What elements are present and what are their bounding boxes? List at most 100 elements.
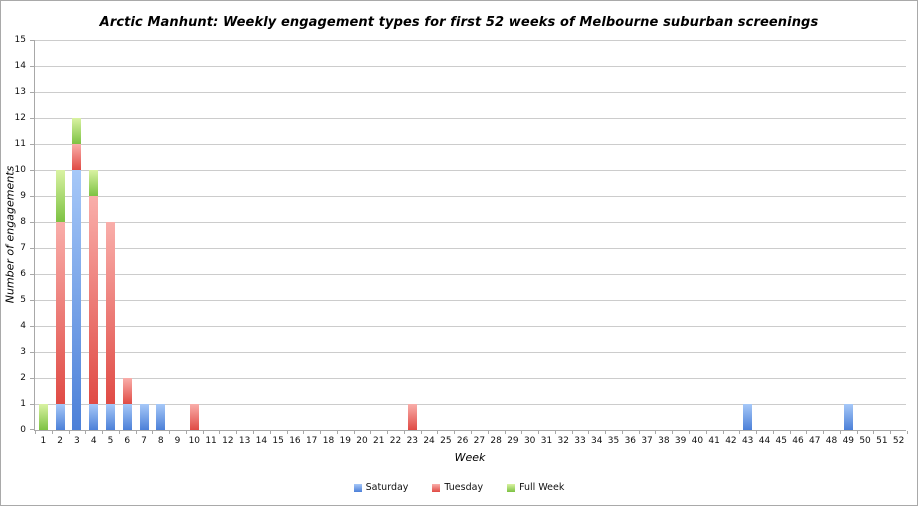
gridline <box>35 222 906 223</box>
x-tick-label: 24 <box>423 436 435 446</box>
x-tick-label: 17 <box>305 436 318 446</box>
x-axis-title: Week <box>454 451 486 464</box>
x-tick-label: 47 <box>809 436 821 446</box>
x-tick-mark <box>152 431 153 434</box>
x-tick-mark <box>739 431 740 434</box>
y-tick-mark <box>30 429 35 430</box>
x-tick-label: 4 <box>90 436 97 446</box>
bar-segment-saturday <box>156 404 166 430</box>
y-tick-mark <box>30 300 35 301</box>
legend-label: Saturday <box>365 482 409 493</box>
y-tick-mark <box>30 92 35 93</box>
y-tick-mark <box>30 352 35 353</box>
x-tick-mark <box>588 431 589 434</box>
x-tick-mark <box>35 431 36 434</box>
y-tick-label: 2 <box>20 373 26 383</box>
x-tick-label: 34 <box>591 436 603 446</box>
x-tick-mark <box>102 431 103 434</box>
bar-segment-tuesday <box>72 144 82 170</box>
x-tick-mark <box>203 431 204 434</box>
gridline <box>35 144 906 145</box>
legend-swatch-icon <box>432 483 441 492</box>
x-tick-mark <box>354 431 355 434</box>
x-tick-label: 42 <box>725 436 737 446</box>
y-tick-label: 12 <box>14 113 26 123</box>
x-tick-mark <box>488 431 489 434</box>
legend-label: Full Week <box>519 482 565 493</box>
x-tick-label: 48 <box>825 436 838 446</box>
x-tick-label: 8 <box>157 436 164 446</box>
x-tick-mark <box>370 431 371 434</box>
x-tick-label: 20 <box>356 436 368 446</box>
x-tick-mark <box>387 431 388 434</box>
x-tick-label: 31 <box>540 436 553 446</box>
x-tick-label: 18 <box>322 436 335 446</box>
x-tick-mark <box>857 431 858 434</box>
x-tick-label: 7 <box>141 436 147 446</box>
x-tick-label: 29 <box>507 436 519 446</box>
y-tick-label: 8 <box>20 217 26 227</box>
y-tick-mark <box>30 378 35 379</box>
bar-segment-tuesday <box>122 378 132 404</box>
x-tick-mark <box>521 431 522 434</box>
bar-segment-full-week <box>55 170 65 222</box>
bar-segment-saturday <box>122 404 132 430</box>
x-tick-label: 45 <box>775 436 787 446</box>
bar-segment-saturday <box>89 404 99 430</box>
y-tick-label: 9 <box>20 191 26 201</box>
x-tick-mark <box>337 431 338 434</box>
x-tick-label: 46 <box>792 436 804 446</box>
x-tick-label: 2 <box>57 436 63 446</box>
bar-segment-saturday <box>139 404 149 430</box>
x-tick-mark <box>169 431 170 434</box>
gridline <box>35 92 906 93</box>
x-tick-label: 50 <box>859 436 871 446</box>
y-tick-label: 3 <box>20 347 26 357</box>
x-tick-label: 43 <box>741 436 754 446</box>
y-tick-mark <box>30 274 35 275</box>
x-tick-mark <box>287 431 288 434</box>
x-tick-label: 32 <box>557 436 569 446</box>
bar-segment-saturday <box>55 404 65 430</box>
y-tick-label: 4 <box>20 321 26 331</box>
x-tick-label: 39 <box>674 436 687 446</box>
y-tick-mark <box>30 222 35 223</box>
bar-segment-full-week <box>89 170 99 196</box>
bar-segment-full-week <box>72 118 82 144</box>
x-tick-label: 33 <box>574 436 586 446</box>
gridline <box>35 196 906 197</box>
legend-swatch-icon <box>353 483 362 492</box>
x-tick-mark <box>437 431 438 434</box>
x-tick-mark <box>136 431 137 434</box>
legend-item-saturday: Saturday <box>353 482 409 493</box>
x-tick-label: 41 <box>708 436 720 446</box>
x-tick-label: 26 <box>456 436 469 446</box>
x-tick-label: 35 <box>607 436 620 446</box>
x-tick-mark <box>689 431 690 434</box>
x-tick-label: 37 <box>641 436 653 446</box>
legend: Saturday Tuesday Full Week <box>1 482 917 493</box>
y-tick-label: 10 <box>14 165 26 175</box>
x-tick-label: 11 <box>205 436 217 446</box>
y-tick-mark <box>30 248 35 249</box>
gridline <box>35 274 906 275</box>
gridline <box>35 326 906 327</box>
x-tick-label: 51 <box>876 436 888 446</box>
x-tick-mark <box>219 431 220 434</box>
y-tick-label: 14 <box>14 61 26 71</box>
x-tick-label: 52 <box>892 436 905 446</box>
x-tick-label: 3 <box>74 436 80 446</box>
bar-segment-tuesday <box>189 404 199 430</box>
x-tick-label: 6 <box>124 436 131 446</box>
y-tick-mark <box>30 196 35 197</box>
legend-swatch-icon <box>507 483 516 492</box>
x-tick-label: 44 <box>758 436 771 446</box>
x-tick-mark <box>873 431 874 434</box>
x-tick-label: 28 <box>490 436 502 446</box>
x-tick-label: 12 <box>222 436 234 446</box>
x-tick-mark <box>840 431 841 434</box>
y-tick-mark <box>30 144 35 145</box>
plot-area: 0 1 2 3 4 5 6 7 8 9 10 11 12 13 14 15 1 2 3 4 5 6 7 8 9 10 11 12 13 1… <box>15 35 908 446</box>
legend-item-full-week: Full Week <box>507 482 564 493</box>
